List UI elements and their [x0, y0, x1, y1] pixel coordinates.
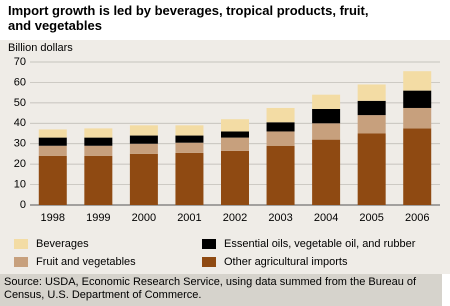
- chart-title: Import growth is led by beverages, tropi…: [8, 3, 369, 33]
- y-tick-label: 50: [14, 97, 26, 109]
- bar-segment: [266, 145, 295, 205]
- legend-swatch: [14, 239, 28, 249]
- bar-segment: [403, 128, 432, 205]
- bar-segment: [357, 133, 386, 205]
- x-tick-label: 2000: [132, 212, 156, 224]
- bar-segment: [129, 143, 158, 154]
- bar-segment: [357, 84, 386, 101]
- legend-label: Fruit and vegetables: [36, 256, 136, 268]
- bar-segment: [84, 155, 113, 205]
- bar-segment: [84, 145, 113, 156]
- bar-segment: [266, 122, 295, 132]
- bar-segment: [38, 137, 67, 146]
- bar-segment: [221, 119, 249, 132]
- bar-segment: [221, 150, 249, 205]
- bar-segment: [312, 123, 341, 140]
- y-tick-label: 70: [14, 56, 26, 68]
- bar-segment: [403, 90, 432, 108]
- bar-segment: [403, 107, 432, 129]
- bar-segment: [129, 125, 158, 136]
- x-tick-label: 2005: [359, 212, 383, 224]
- x-tick-label: 2003: [268, 212, 292, 224]
- y-tick-label: 60: [14, 76, 26, 88]
- x-tick-label: 2006: [405, 212, 429, 224]
- bar-segment: [175, 125, 204, 136]
- y-tick-label: 0: [20, 199, 26, 211]
- bar-segment: [175, 152, 204, 205]
- y-tick-label: 40: [14, 117, 26, 129]
- legend-label: Essential oils, vegetable oil, and rubbe…: [224, 238, 416, 250]
- x-tick-label: 2004: [314, 212, 338, 224]
- bar-segment: [357, 115, 386, 134]
- x-tick-label: 1998: [41, 212, 65, 224]
- bar-segment: [175, 142, 204, 153]
- bar-segment: [221, 137, 249, 151]
- bar-segment: [221, 131, 249, 138]
- bar-segment: [266, 131, 295, 146]
- y-tick-label: 20: [14, 158, 26, 170]
- bar-segment: [312, 108, 341, 124]
- x-tick-label: 2002: [223, 212, 247, 224]
- bar-segment: [38, 155, 67, 205]
- legend-swatch: [14, 257, 28, 267]
- bar-segment: [129, 135, 158, 144]
- y-tick-label: 30: [14, 138, 26, 150]
- legend-label: Beverages: [36, 238, 89, 250]
- bar-segment: [84, 137, 113, 146]
- bar-segment: [84, 128, 113, 138]
- bar-segment: [403, 71, 432, 91]
- legend-swatch: [202, 239, 216, 249]
- x-tick-label: 2001: [177, 212, 201, 224]
- x-tick-label: 1999: [86, 212, 110, 224]
- bar-segment: [175, 135, 204, 143]
- bar-segment: [129, 153, 158, 205]
- y-axis-label: Billion dollars: [8, 42, 73, 54]
- legend-swatch: [202, 257, 216, 267]
- bar-segment: [38, 129, 67, 138]
- bar-segment: [312, 94, 341, 109]
- legend-label: Other agricultural imports: [224, 256, 348, 268]
- bar-segment: [38, 145, 67, 156]
- source-note: Source: USDA, Economic Research Service,…: [0, 274, 442, 306]
- bar-segment: [357, 100, 386, 116]
- bar-segment: [266, 107, 295, 123]
- bar-segment: [312, 139, 341, 205]
- y-tick-label: 10: [14, 178, 26, 190]
